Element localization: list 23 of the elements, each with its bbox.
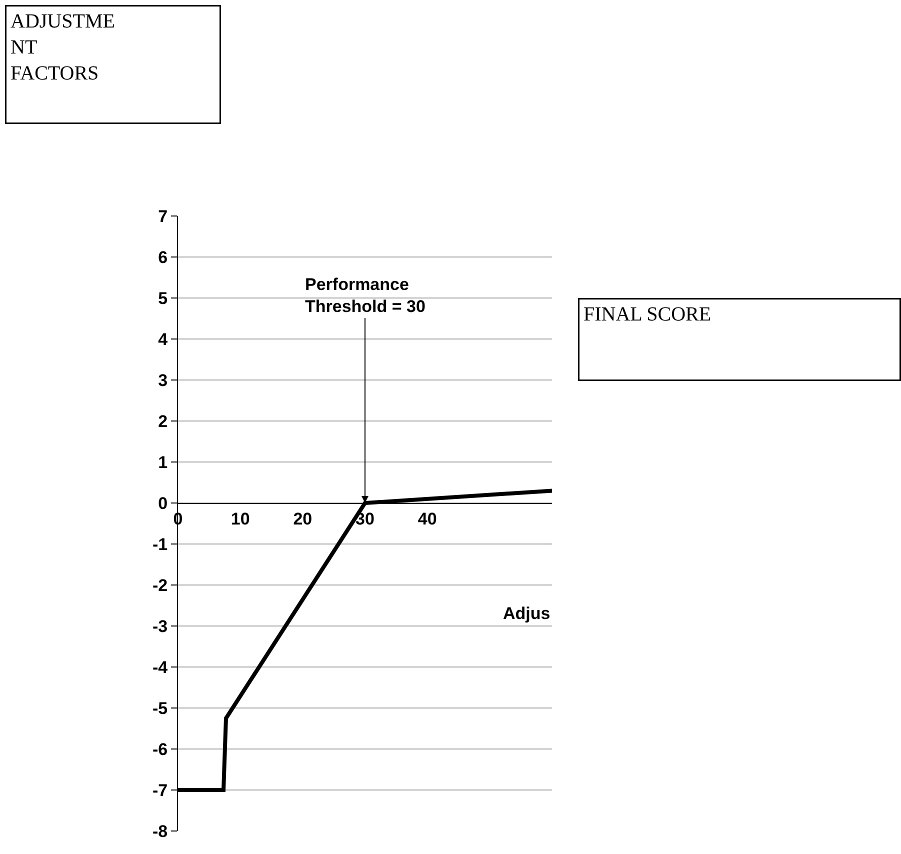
y-tick-label: 6 (158, 248, 168, 267)
x-tick-label: 10 (230, 509, 250, 528)
text: FINAL SCORE (584, 304, 712, 326)
x-tick-label: 40 (418, 509, 437, 528)
x-axis-title: Adjus (503, 604, 550, 623)
annotation: Performance Threshold = 30 (305, 275, 426, 316)
y-tick-label: -1 (152, 534, 168, 554)
y-tick-label: 7 (158, 206, 168, 226)
y-tick-label: -7 (152, 780, 168, 800)
y-tick-label: 0 (158, 494, 168, 513)
y-tick-label: -5 (152, 698, 168, 718)
y-tick-label: 3 (158, 370, 168, 390)
x-tick-label: 20 (293, 509, 312, 528)
y-tick-label: 4 (158, 330, 168, 349)
y-tick-label: -3 (152, 616, 168, 636)
y-tick-label: 1 (158, 452, 168, 472)
y-tick-label: -8 (152, 822, 168, 841)
y-tick-label: -4 (152, 658, 168, 677)
text: ADJUSTME NT FACTORS (10, 10, 115, 84)
y-tick-label: 2 (158, 412, 168, 431)
y-tick-label: -2 (152, 576, 168, 595)
y-tick-label: -6 (152, 740, 168, 759)
y-tick-label: 5 (158, 288, 168, 308)
